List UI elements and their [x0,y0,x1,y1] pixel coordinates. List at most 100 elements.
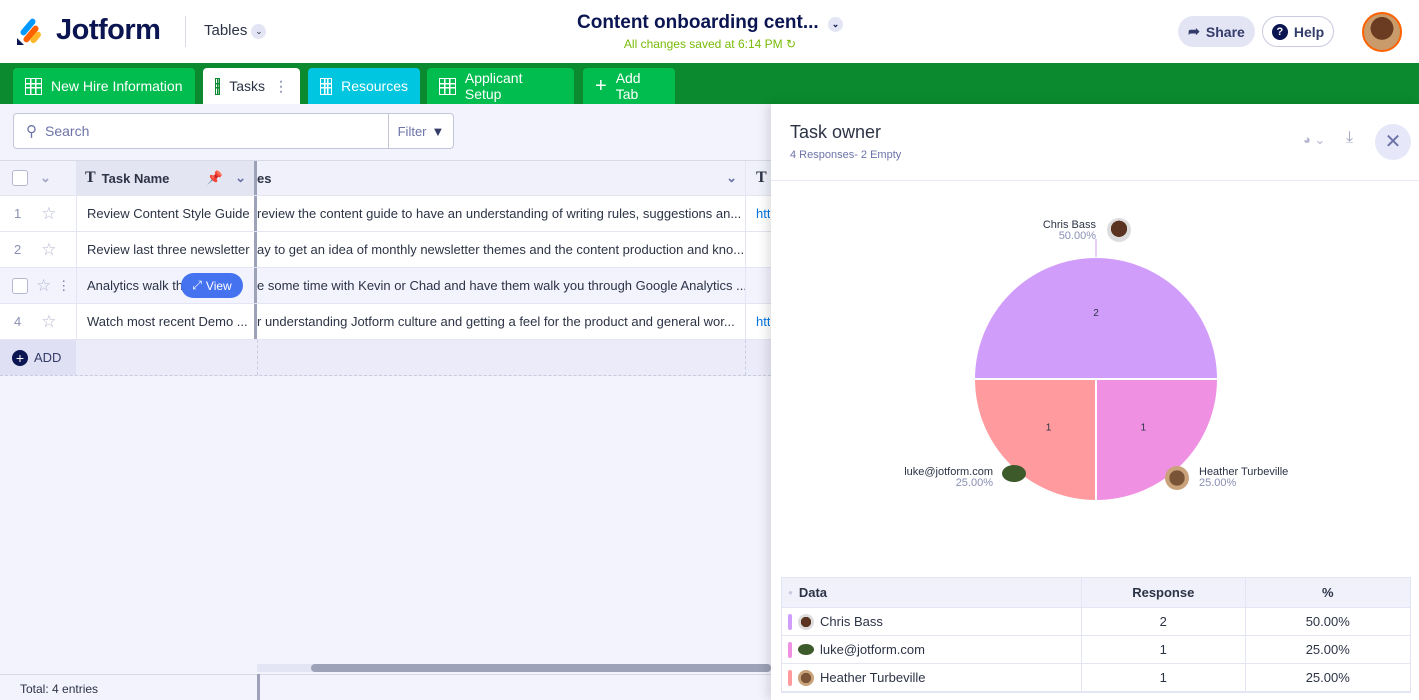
close-button[interactable]: ✕ [1375,124,1411,160]
pie-slice[interactable] [1095,378,1220,503]
notes-cell[interactable]: e some time with Kevin or Chad and have … [257,268,746,303]
slice-label: Heather Turbeville [1199,466,1289,478]
table-icon [25,77,42,95]
chevron-down-icon[interactable]: ⌄ [40,170,51,185]
link-cell[interactable]: htt [756,314,771,329]
brand-name: Jotform [56,14,161,46]
view-button[interactable]: ⤢ View [181,273,243,298]
horizontal-scrollbar[interactable] [257,664,771,672]
checkbox[interactable] [12,170,28,186]
table-view: ⚲ Search Filter ▼ ⌄ T Task Name 📌 ⌄ es ⌄ T 1 ☆ … [0,104,771,700]
color-swatch [788,641,792,658]
text-type-icon: T [85,169,96,186]
download-icon[interactable]: ⤓ [1346,129,1354,146]
column-label: es [257,170,272,186]
checkbox[interactable] [12,277,28,294]
slice-percent: 50.00% [1058,230,1096,242]
tab-bar: New Hire Information Tasks ⋮ Resources Ap… [0,63,1419,104]
column-header-task-name[interactable]: T Task Name 📌 ⌄ [76,161,257,195]
chevron-down-icon[interactable]: ⌄ [827,17,843,32]
star-icon[interactable]: ☆ [41,239,57,259]
tab-label: New Hire Information [51,78,183,94]
help-label: Help [1293,23,1325,40]
notes-cell[interactable]: review the content guide to have an unde… [257,196,746,231]
task-name-cell[interactable]: Review Content Style Guide [76,196,257,231]
tab-new-hire-information[interactable]: New Hire Information [13,68,195,104]
share-button[interactable]: ➦ Share [1178,16,1255,47]
row-index: 2 [14,242,22,257]
search-input[interactable]: ⚲ Search [14,122,388,140]
table-row[interactable]: 2 ☆ Review last three newsletter ay to ge… [0,232,771,268]
search-bar: ⚲ Search Filter ▼ [13,113,454,149]
text-type-icon: T [756,169,767,186]
plus-icon: + [12,349,28,366]
product-menu[interactable]: Tables ⌄ [204,22,267,39]
more-options-icon[interactable]: ⋮ [274,77,288,94]
slice-value-label: 1 [1046,422,1052,433]
header-response[interactable]: Response [1082,578,1246,607]
question-icon: ? [1271,23,1288,40]
link-cell[interactable]: htt [756,206,771,221]
document-title-text: Content onboarding cent... [577,12,819,33]
star-icon[interactable]: ☆ [41,311,57,331]
select-all[interactable]: ⌄ [12,161,72,195]
divider [185,16,186,47]
add-row-button[interactable]: + ADD [0,340,76,375]
save-status-text: All changes saved at 6:14 PM [623,37,783,51]
slice-value-label: 2 [1093,308,1099,319]
expand-icon: ⤢ [192,278,202,292]
row-number: 4 ☆ [14,304,56,339]
tab-label: Add Tab [615,70,641,102]
task-name-cell[interactable]: Watch most recent Demo ... [76,304,257,339]
chevron-down-icon[interactable]: ⌄ [235,170,246,185]
response-row: luke@jotform.com 1 25.00% [782,636,1410,664]
task-name-cell[interactable]: Analytics walk th [76,268,257,303]
chevron-down-icon[interactable]: ⌄ [726,170,737,185]
tab-label: Resources [341,78,408,94]
star-icon[interactable]: ☆ [41,203,57,223]
header-label: Data [798,585,828,600]
response-percent: 50.00% [1305,614,1350,629]
pin-icon[interactable]: 📌 [206,170,224,185]
response-count: 1 [1082,664,1246,691]
tab-tasks[interactable]: Tasks ⋮ [203,68,300,104]
pie-chart: 2 1 1 [972,239,1220,503]
slice-label: luke@jotform.com [904,466,993,478]
add-row: + ADD [0,340,771,376]
help-button[interactable]: ? Help [1262,16,1334,47]
more-options-icon[interactable]: ⋮ [57,277,71,293]
header-percent[interactable]: % [1321,585,1334,600]
top-bar: Jotform Tables ⌄ Content onboarding cent.… [0,0,1419,63]
add-tab-button[interactable]: + Add Tab [583,68,675,104]
save-status: All changes saved at 6:14 PM ↻ [540,37,880,51]
panel-title: Task owner [790,122,882,142]
column-header-notes[interactable]: es ⌄ [257,161,746,195]
tab-applicant-setup[interactable]: Applicant Setup [427,68,574,104]
plus-icon: + [595,74,607,97]
user-avatar[interactable] [1362,12,1402,52]
response-row: Heather Turbeville 1 25.00% [782,664,1410,692]
notes-cell[interactable]: ay to get an idea of monthly newsletter … [257,232,746,267]
tab-label: Tasks [229,78,265,94]
chart-type-dropdown[interactable]: ◕ ⌄ [1303,132,1325,148]
slice-value-label: 1 [1141,422,1147,433]
star-icon[interactable]: ☆ [36,275,52,295]
slice-percent: 25.00% [1199,477,1237,489]
row-index: 1 [14,206,22,221]
document-title[interactable]: Content onboarding cent... ⌄ [540,12,880,34]
header-data[interactable]: ● Data [782,578,1083,607]
task-name-cell[interactable]: Review last three newsletter [76,232,257,267]
view-label: View [205,278,232,293]
filter-button[interactable]: Filter ▼ [388,114,453,148]
row-controls: ☆ ⋮ [12,268,70,303]
jotform-logo-icon [17,18,41,45]
color-swatch [788,669,792,686]
table-header: ⌄ T Task Name 📌 ⌄ es ⌄ T [0,160,771,196]
table-row[interactable]: 4 ☆ Watch most recent Demo ... r understa… [0,304,771,340]
tab-resources[interactable]: Resources [308,68,420,104]
scrollbar-thumb[interactable] [311,664,771,672]
notes-cell[interactable]: r understanding Jotform culture and gett… [257,304,746,339]
response-count: 1 [1082,636,1246,663]
table-row[interactable]: ☆ ⋮ Analytics walk th e some time with Ke… [0,268,771,304]
table-row[interactable]: 1 ☆ Review Content Style Guide review the… [0,196,771,232]
